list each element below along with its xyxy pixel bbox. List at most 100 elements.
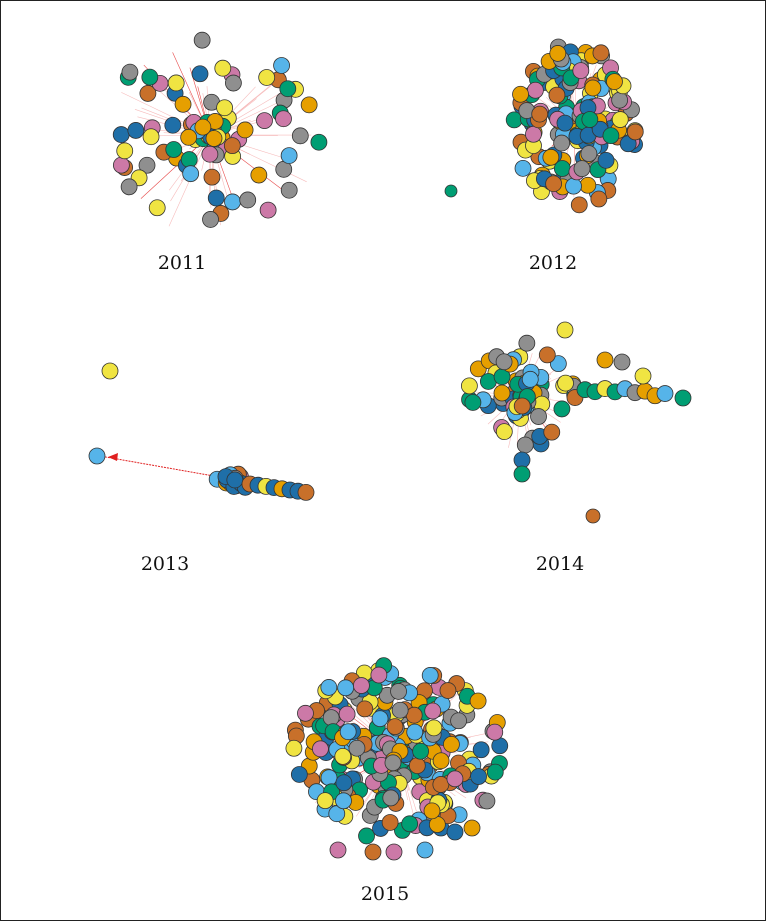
- node: [205, 130, 223, 147]
- node: [223, 137, 241, 155]
- node: [613, 353, 631, 371]
- node: [460, 377, 478, 395]
- node: [674, 389, 692, 407]
- node: [214, 59, 232, 77]
- node: [443, 735, 460, 753]
- node: [656, 385, 674, 402]
- node: [406, 723, 424, 741]
- node: [167, 74, 185, 92]
- node: [256, 112, 273, 130]
- node: [495, 353, 513, 371]
- node: [527, 81, 544, 99]
- node: [370, 666, 388, 684]
- node: [202, 211, 219, 228]
- node: [279, 80, 297, 98]
- node: [348, 739, 366, 757]
- node: [201, 145, 219, 163]
- node: [444, 184, 458, 198]
- node: [548, 86, 566, 104]
- node: [596, 351, 614, 369]
- node: [339, 723, 357, 741]
- node: [391, 701, 409, 719]
- node: [225, 74, 242, 92]
- node: [611, 91, 629, 109]
- node: [338, 705, 356, 723]
- node: [432, 776, 450, 793]
- node: [337, 679, 355, 697]
- node: [312, 740, 329, 758]
- node: [290, 766, 308, 783]
- edge: [99, 455, 226, 479]
- node: [139, 85, 157, 102]
- node: [530, 408, 547, 425]
- node: [329, 841, 347, 859]
- node: [521, 370, 539, 388]
- node: [358, 827, 375, 845]
- node: [590, 190, 608, 208]
- node: [592, 44, 610, 62]
- node: [320, 679, 338, 696]
- node: [425, 719, 443, 737]
- node: [525, 125, 542, 143]
- node: [116, 142, 134, 160]
- node: [518, 334, 536, 352]
- network-graphs: [88, 31, 692, 861]
- node: [320, 769, 338, 787]
- node: [390, 683, 407, 700]
- node: [165, 141, 183, 158]
- node: [121, 63, 139, 81]
- node: [275, 110, 292, 128]
- node: [572, 62, 590, 80]
- node: [203, 168, 221, 186]
- node: [310, 133, 328, 151]
- node: [381, 814, 399, 831]
- node: [193, 31, 211, 49]
- node: [194, 118, 212, 136]
- node: [463, 819, 481, 837]
- node: [470, 768, 487, 785]
- node: [543, 423, 561, 441]
- node: [472, 741, 490, 759]
- year-label: 2013: [141, 553, 189, 575]
- node: [273, 57, 290, 74]
- node: [353, 677, 370, 694]
- node: [285, 739, 303, 757]
- node: [148, 199, 166, 217]
- node: [224, 193, 241, 211]
- node: [174, 95, 192, 113]
- node: [597, 151, 615, 169]
- node: [386, 718, 404, 736]
- node: [182, 165, 200, 183]
- node: [565, 177, 582, 195]
- node: [556, 321, 574, 339]
- node: [513, 397, 531, 415]
- node: [446, 770, 464, 788]
- node: [545, 175, 563, 193]
- node: [542, 148, 560, 166]
- node: [553, 134, 571, 152]
- node: [164, 116, 182, 134]
- node: [478, 792, 496, 810]
- node: [101, 362, 119, 380]
- node: [316, 792, 334, 810]
- node: [469, 692, 487, 710]
- node: [112, 156, 130, 174]
- node: [581, 111, 599, 128]
- node: [88, 447, 106, 465]
- node: [421, 667, 439, 684]
- node: [573, 160, 591, 178]
- node: [141, 68, 159, 86]
- node: [322, 709, 340, 727]
- node: [384, 754, 402, 772]
- node: [371, 710, 389, 728]
- node: [401, 815, 419, 833]
- node: [385, 843, 403, 861]
- node: [138, 156, 156, 174]
- node: [236, 121, 254, 139]
- arrow-head: [108, 453, 118, 461]
- node: [556, 114, 574, 132]
- node: [626, 123, 644, 141]
- node: [382, 789, 400, 807]
- node: [334, 747, 352, 765]
- node: [142, 128, 160, 146]
